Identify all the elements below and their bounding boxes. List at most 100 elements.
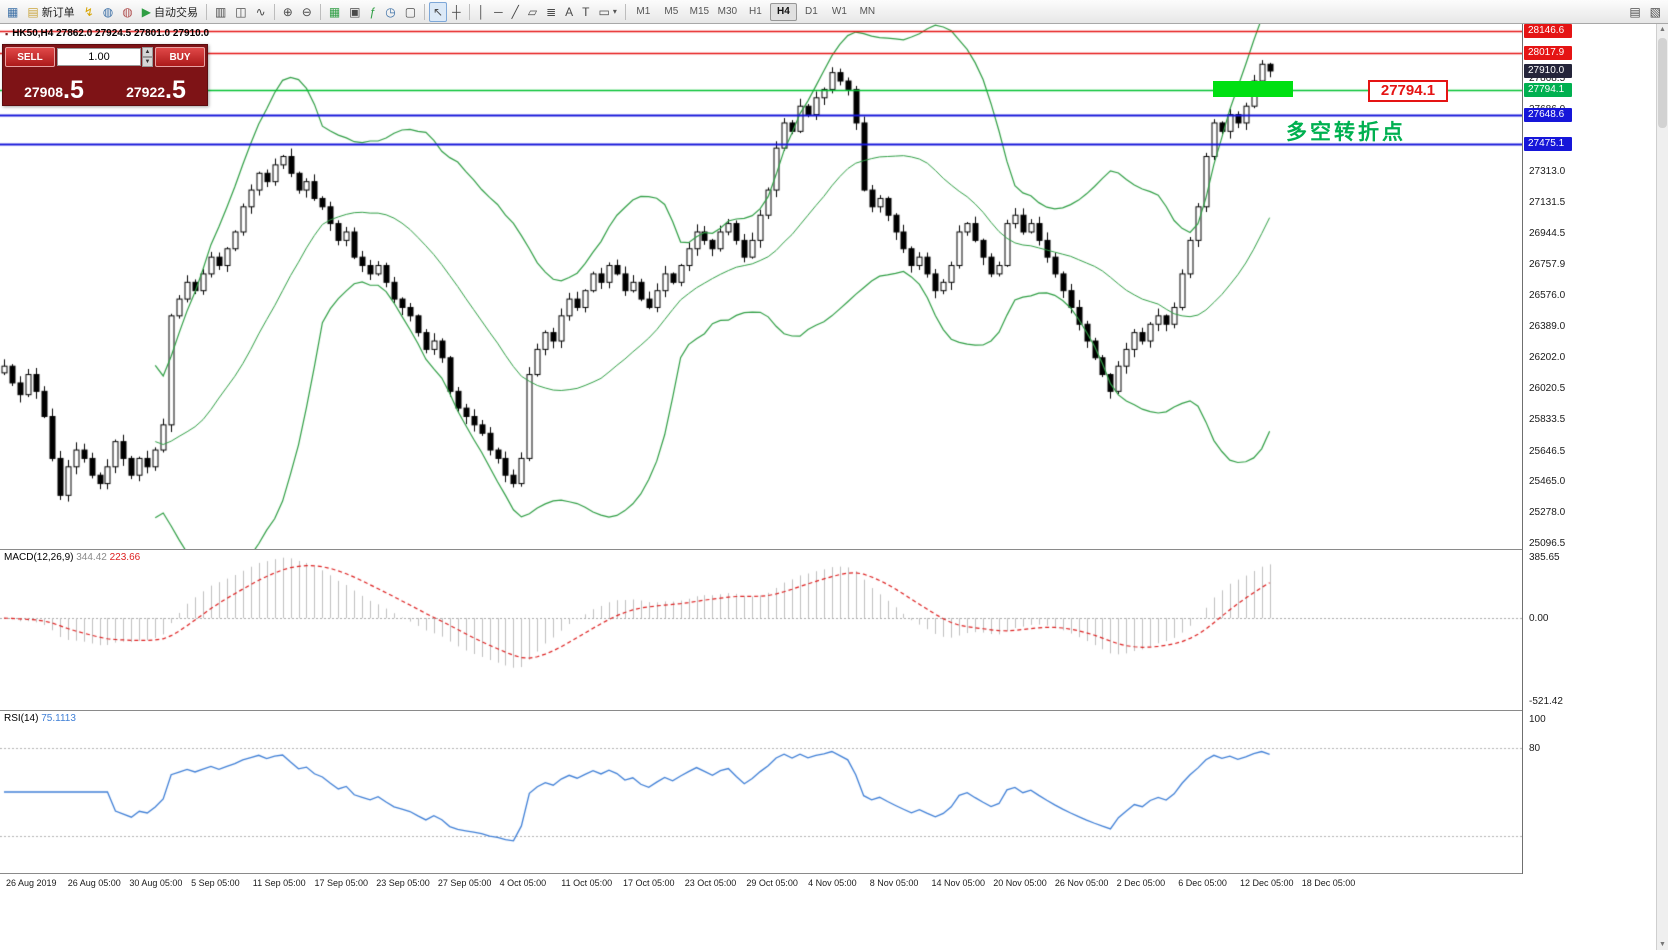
community[interactable]: ◍ <box>118 2 136 22</box>
crosshair-tool-icon: ┼ <box>452 4 461 19</box>
line-chart-mode-icon: ∿ <box>255 4 266 19</box>
time-axis-label: 27 Sep 05:00 <box>437 878 492 888</box>
new-order[interactable]: ▤ 新订单 <box>23 2 78 22</box>
main-toolbar: ▦ ▤ 新订单 ↯ ◍ ◍ ▶ 自动交易 ▥ ◫ ∿ ⊕ ⊖ ▦ ▣ ƒ ◷ ▢ ↖ ┼ │ ─ ╱ ▱ ≣ A T ▭ ▾ M1 M5 M1… <box>0 0 1668 24</box>
chart-symbol-icon: ▪ <box>5 28 9 39</box>
vertical-scrollbar[interactable]: ▲ ▼ <box>1656 24 1668 950</box>
time-axis-label: 2 Dec 05:00 <box>1116 878 1166 888</box>
tile-windows-icon: ▦ <box>328 4 341 19</box>
time-axis-label: 4 Nov 05:00 <box>808 878 857 888</box>
timeframe-w1[interactable]: W1 <box>831 5 847 17</box>
timeframe-m30[interactable]: M30 <box>717 5 738 17</box>
price-scale[interactable]: 27868.527686.027313.027131.526944.526757… <box>1522 24 1656 874</box>
price-scale-label: 27313.0 <box>1529 166 1566 178</box>
label-tool[interactable]: T <box>578 2 593 22</box>
strategy-tester-icon: ▧ <box>1649 4 1661 19</box>
volume-down-icon[interactable]: ▼ <box>142 57 153 67</box>
macd-title: MACD(12,26,9) <box>4 552 74 563</box>
new-chart[interactable]: ▦ <box>3 2 22 22</box>
cursor-tool[interactable]: ↖ <box>429 1 448 22</box>
algo-trading[interactable]: ▶ 自动交易 <box>138 2 202 22</box>
market-watch[interactable]: ◍ <box>99 2 117 22</box>
volume-input[interactable] <box>57 48 141 66</box>
time-axis-label: 11 Sep 05:00 <box>252 878 306 888</box>
time-axis-label: 26 Aug 05:00 <box>67 878 121 888</box>
price-callout-label[interactable]: 27794.1 <box>1368 80 1448 102</box>
scrollbar-down-icon[interactable]: ▼ <box>1659 941 1666 948</box>
time-axis-label: 23 Sep 05:00 <box>376 878 430 888</box>
data-window[interactable]: ▤ <box>1625 2 1644 22</box>
indicators[interactable]: ƒ <box>366 2 381 22</box>
zoom-in[interactable]: ⊕ <box>279 2 297 22</box>
sell-price-main: 27908 <box>24 84 64 100</box>
channel-tool[interactable]: ▱ <box>524 2 541 22</box>
periods[interactable]: ◷ <box>381 2 399 22</box>
timeframe-d1[interactable]: D1 <box>804 5 818 17</box>
timeframe-m15[interactable]: M15 <box>689 5 710 17</box>
time-axis-label: 17 Sep 05:00 <box>314 878 369 888</box>
chart-title: ▪ HK50,H4 27862.0 27924.5 27801.0 27910.… <box>5 28 209 39</box>
strategy-tester[interactable]: ▧ <box>1646 2 1665 22</box>
shapes-tool-caret-icon: ▾ <box>612 7 617 16</box>
panel-divider[interactable] <box>0 710 1668 711</box>
price-scale-badge: 27475.1 <box>1524 136 1572 151</box>
algo-trading-label: 自动交易 <box>153 6 198 19</box>
timeframe-mn[interactable]: MN <box>859 5 876 17</box>
alerts[interactable]: ↯ <box>80 2 98 22</box>
scrollbar-up-icon[interactable]: ▲ <box>1659 26 1666 33</box>
price-scale-badge: 27794.1 <box>1524 83 1572 98</box>
price-scale-label: 26944.5 <box>1529 227 1566 239</box>
trendline-tool[interactable]: ╱ <box>508 2 523 22</box>
fibonacci-tool[interactable]: ≣ <box>542 2 560 22</box>
text-tool-icon: A <box>565 4 574 19</box>
timeframe-m1[interactable]: M1 <box>636 5 651 17</box>
horizontal-line-tool[interactable]: ─ <box>490 2 507 22</box>
new-order-label: 新订单 <box>41 6 75 19</box>
panel-divider[interactable] <box>0 549 1668 550</box>
volume-control: ▲ ▼ <box>57 47 153 67</box>
auto-arrange[interactable]: ▣ <box>345 2 364 22</box>
volume-up-icon[interactable]: ▲ <box>142 47 153 57</box>
market-watch-icon: ◍ <box>102 4 114 19</box>
price-scale-label: 25278.0 <box>1529 507 1566 519</box>
timeframe-h1[interactable]: H1 <box>748 5 762 17</box>
crosshair-tool[interactable]: ┼ <box>448 2 465 22</box>
text-tool[interactable]: A <box>561 2 577 22</box>
price-scale-badge: 28146.6 <box>1524 24 1572 39</box>
timeframe-m5[interactable]: M5 <box>664 5 679 17</box>
rsi-scale-label: 100 <box>1529 714 1546 725</box>
zoom-out-icon: ⊖ <box>301 4 312 19</box>
price-scale-badge: 27648.6 <box>1524 107 1572 122</box>
rsi-value: 75.1113 <box>41 713 76 724</box>
toolbar-separator <box>319 3 321 20</box>
zoom-out[interactable]: ⊖ <box>298 2 316 22</box>
price-scale-label: 26020.5 <box>1529 382 1566 394</box>
bar-chart-mode[interactable]: ▥ <box>211 2 230 22</box>
shapes-tool-icon: ▭ <box>598 4 610 19</box>
time-axis[interactable]: 26 Aug 2019 26 Aug 05:00 30 Aug 05:00 5 Sep… <box>0 874 1668 896</box>
trendline-tool-icon: ╱ <box>511 4 519 19</box>
buy-button[interactable]: BUY <box>155 47 205 67</box>
price-chart-canvas[interactable] <box>0 24 1522 549</box>
turning-point-note[interactable]: 多空转折点 <box>1286 121 1406 144</box>
macd-signal-value: 223.66 <box>109 552 141 563</box>
highlight-zone-object[interactable] <box>1213 81 1293 97</box>
candle-chart-mode[interactable]: ◫ <box>231 2 250 22</box>
tile-windows[interactable]: ▦ <box>325 2 344 22</box>
buy-price[interactable]: 27922 .5 <box>105 69 207 105</box>
shapes-tool[interactable]: ▭ ▾ <box>595 2 621 22</box>
vertical-line-tool[interactable]: │ <box>474 2 490 22</box>
sell-price[interactable]: 27908 .5 <box>3 69 105 105</box>
timeframe-h4[interactable]: H4 <box>769 2 797 21</box>
chart-title-text: HK50,H4 27862.0 27924.5 27801.0 27910.0 <box>12 28 210 39</box>
bar-chart-mode-icon: ▥ <box>214 4 227 19</box>
scrollbar-thumb[interactable] <box>1658 38 1667 128</box>
templates[interactable]: ▢ <box>401 2 420 22</box>
rsi-panel-canvas[interactable] <box>0 711 1522 873</box>
buy-price-frac: .5 <box>165 75 186 104</box>
price-scale-label: 26202.0 <box>1529 352 1566 364</box>
macd-panel-canvas[interactable] <box>0 550 1522 710</box>
line-chart-mode[interactable]: ∿ <box>252 2 270 22</box>
sell-button[interactable]: SELL <box>5 47 55 67</box>
price-scale-label: 26389.0 <box>1529 321 1566 333</box>
